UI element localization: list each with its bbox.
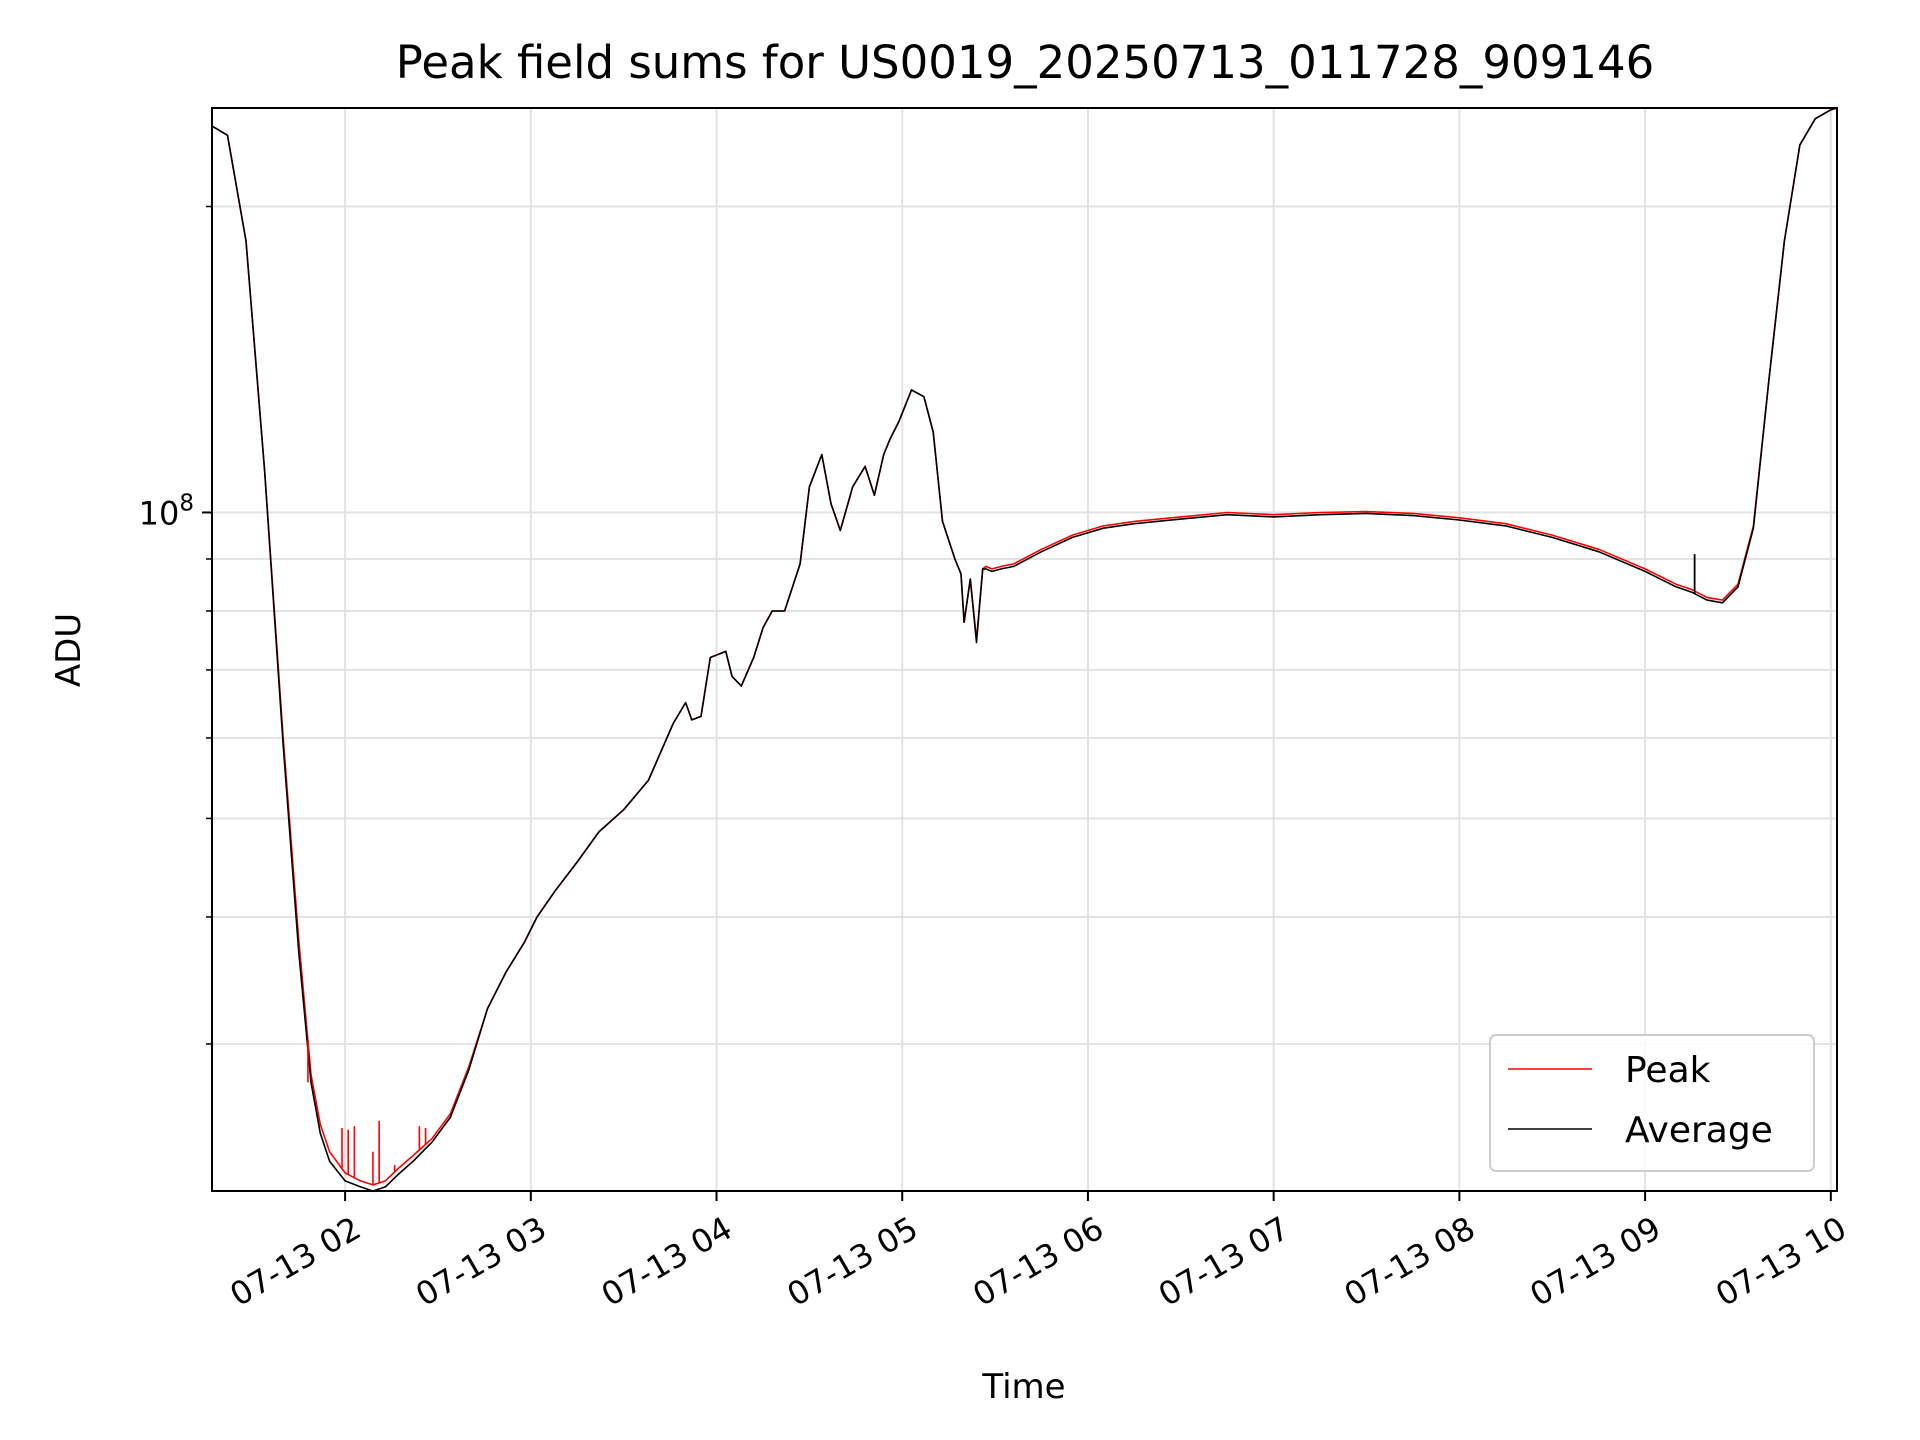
y-tick-exponent: 8: [179, 490, 194, 516]
legend-peak-label: Peak: [1625, 1050, 1711, 1091]
series-layer: [211, 107, 1838, 1192]
y-axis: 108: [139, 490, 212, 532]
x-axis-label: Time: [981, 1367, 1065, 1407]
y-tick-base: 10: [139, 494, 180, 532]
chart-title: Peak field sums for US0019_20250713_0117…: [396, 36, 1654, 89]
series-line-average: [211, 107, 1838, 1192]
legend: Peak Average: [1489, 1034, 1815, 1172]
legend-average-label: Average: [1625, 1110, 1773, 1151]
y-tick-label: 108: [139, 490, 194, 532]
y-axis-label: ADU: [49, 613, 89, 687]
plot-frame: [211, 107, 1838, 1192]
